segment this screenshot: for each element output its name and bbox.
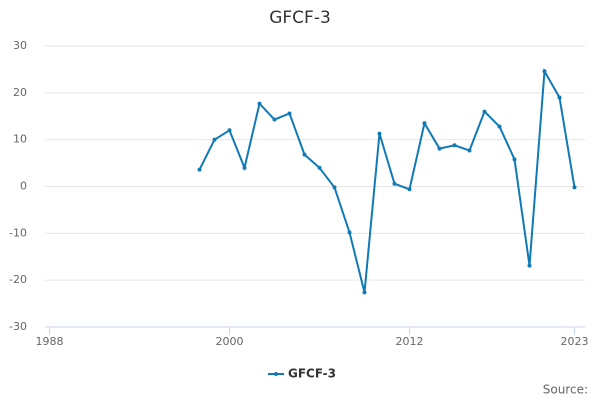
x-tick-label: 2012 [396,335,424,348]
point [362,290,367,295]
point [197,167,202,172]
y-tick-label: -10 [9,226,27,239]
point [512,157,517,162]
point [257,101,262,106]
point [377,131,382,136]
y-tick-label: -30 [9,320,27,333]
point [392,181,397,186]
point [482,109,487,114]
point [422,121,427,126]
y-tick-label: 0 [20,180,27,193]
point [497,124,502,129]
point [287,111,292,116]
legend-marker [274,372,278,376]
point [407,187,412,192]
point [272,117,277,122]
point [317,165,322,170]
y-tick-label: 10 [13,133,27,146]
point [452,143,457,148]
y-tick-label: 20 [13,86,27,99]
legend-label: GFCF-3 [288,367,336,381]
point [212,137,217,142]
point [557,95,562,100]
series-line [198,67,576,293]
point [242,165,247,170]
point [572,185,577,190]
chart-title: GFCF-3 [269,8,331,28]
y-tick-label: -20 [9,273,27,286]
source: Source: [543,383,588,397]
y-tick-label: 30 [13,39,27,52]
x-tick-label: 2023 [561,335,589,348]
point [332,185,337,190]
point [347,230,352,235]
point [227,128,232,133]
x-tick-label: 1988 [36,335,64,348]
point [467,148,472,153]
point [437,146,442,151]
point [527,263,532,268]
x-tick-label: 2000 [216,335,244,348]
point [302,152,307,157]
point [542,69,547,74]
